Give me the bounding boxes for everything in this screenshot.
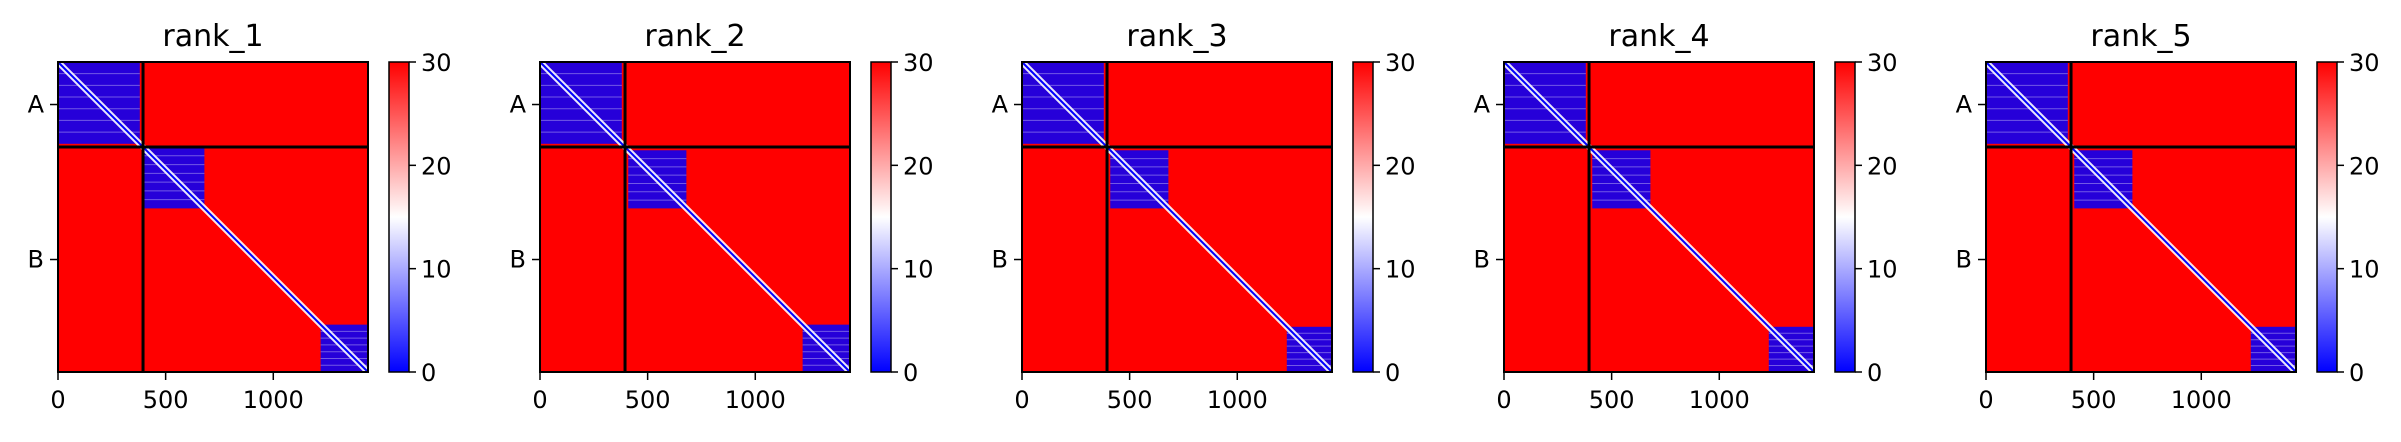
colorbar-tick-label: 20 xyxy=(1385,152,1416,180)
y-tick-label: A xyxy=(992,91,1009,119)
x-tick-label: 0 xyxy=(1014,386,1029,414)
colorbar-tick-label: 30 xyxy=(1385,49,1416,77)
colorbar xyxy=(2316,61,2338,373)
panel-title: rank_2 xyxy=(644,19,745,54)
diagonal-band-inner xyxy=(539,61,851,373)
diagonal-band-inner xyxy=(1503,61,1815,373)
plot-frame xyxy=(1985,61,2297,373)
plot-frame xyxy=(1021,61,1333,373)
y-tick-label: B xyxy=(510,246,526,274)
colorbar-tick-label: 10 xyxy=(421,256,452,284)
diagonal-band-inner xyxy=(1021,61,1333,373)
x-tick-label: 0 xyxy=(50,386,65,414)
pae-panel-4: rank_4 0 500 1000 A B 0 10 20 30 xyxy=(1474,19,1898,414)
pae-panel-1: rank_1 0 500 1000 A B 0 10 20 30 xyxy=(28,19,452,414)
colorbar-tick-label: 10 xyxy=(903,256,934,284)
x-tick-label: 500 xyxy=(1107,386,1153,414)
colorbar xyxy=(1834,61,1856,373)
colorbar-tick-label: 20 xyxy=(903,152,934,180)
y-tick-label: B xyxy=(28,246,44,274)
colorbar-tick-label: 0 xyxy=(2349,359,2364,387)
colorbar-tick-label: 20 xyxy=(421,152,452,180)
colorbar-tick-label: 30 xyxy=(903,49,934,77)
x-tick-label: 0 xyxy=(532,386,547,414)
y-tick-label: A xyxy=(1956,91,1973,119)
diagonal-band-inner xyxy=(57,61,369,373)
x-tick-label: 1000 xyxy=(725,386,786,414)
x-tick-label: 1000 xyxy=(1689,386,1750,414)
colorbar-tick-label: 30 xyxy=(2349,49,2380,77)
x-tick-label: 0 xyxy=(1978,386,1993,414)
colorbar-tick-label: 0 xyxy=(1385,359,1400,387)
x-tick-label: 500 xyxy=(2071,386,2117,414)
x-tick-label: 1000 xyxy=(1207,386,1268,414)
x-tick-label: 1000 xyxy=(243,386,304,414)
colorbar-tick-label: 20 xyxy=(2349,152,2380,180)
panel-title: rank_4 xyxy=(1608,19,1709,54)
colorbar-tick-label: 10 xyxy=(2349,256,2380,284)
x-tick-label: 500 xyxy=(625,386,671,414)
colorbar-tick-label: 0 xyxy=(1867,359,1882,387)
diagonal-band-inner xyxy=(1985,61,2297,373)
y-tick-label: B xyxy=(992,246,1008,274)
y-tick-label: A xyxy=(510,91,527,119)
pae-panel-2: rank_2 0 500 1000 A B 0 10 20 30 xyxy=(510,19,934,414)
y-tick-label: B xyxy=(1956,246,1972,274)
x-tick-label: 0 xyxy=(1496,386,1511,414)
colorbar xyxy=(870,61,892,373)
colorbar xyxy=(1352,61,1374,373)
y-tick-label: B xyxy=(1474,246,1490,274)
colorbar-tick-label: 10 xyxy=(1867,256,1898,284)
colorbar-tick-label: 10 xyxy=(1385,256,1416,284)
x-tick-label: 500 xyxy=(143,386,189,414)
y-tick-label: A xyxy=(1474,91,1491,119)
x-tick-label: 500 xyxy=(1589,386,1635,414)
panel-title: rank_5 xyxy=(2090,19,2191,54)
plot-frame xyxy=(539,61,851,373)
colorbar-tick-label: 30 xyxy=(1867,49,1898,77)
pae-panel-5: rank_5 0 500 1000 A B 0 10 20 30 xyxy=(1956,19,2380,414)
colorbar-tick-label: 0 xyxy=(421,359,436,387)
colorbar-tick-label: 0 xyxy=(903,359,918,387)
colorbar-tick-label: 20 xyxy=(1867,152,1898,180)
plot-frame xyxy=(57,61,369,373)
y-tick-label: A xyxy=(28,91,45,119)
pae-panel-3: rank_3 0 500 1000 A B 0 10 20 30 xyxy=(992,19,1416,414)
x-tick-label: 1000 xyxy=(2171,386,2232,414)
colorbar-tick-label: 30 xyxy=(421,49,452,77)
panel-title: rank_1 xyxy=(162,19,263,54)
plot-frame xyxy=(1503,61,1815,373)
colorbar xyxy=(388,61,410,373)
panel-title: rank_3 xyxy=(1126,19,1227,54)
